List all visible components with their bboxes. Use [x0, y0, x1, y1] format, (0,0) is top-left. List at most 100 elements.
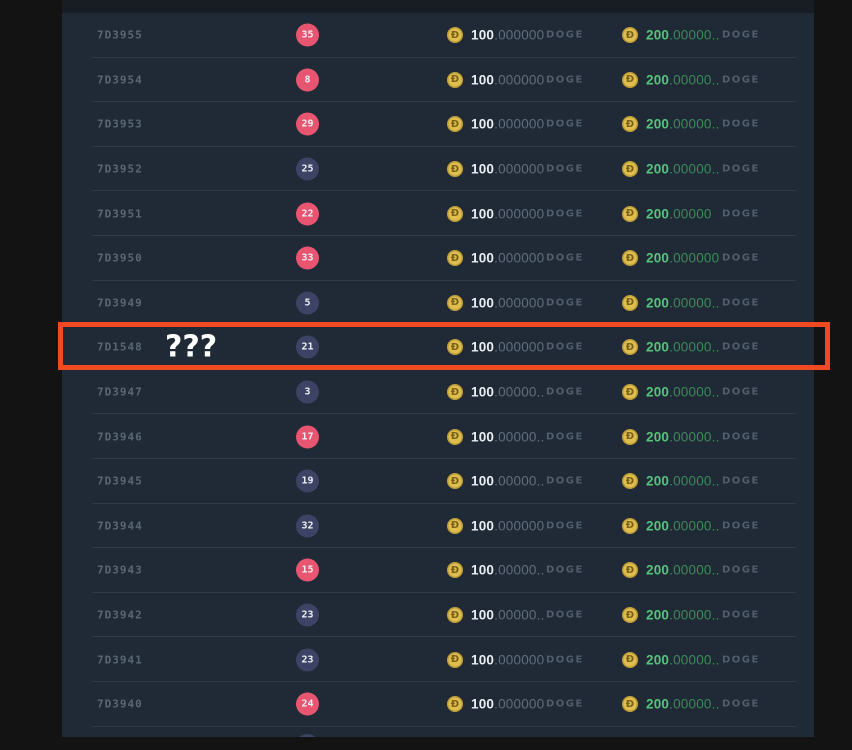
bet-amount-int: 100 — [471, 116, 495, 132]
doge-coin-icon: Ð — [622, 250, 638, 267]
table-row[interactable]: 7D3954 8 Ð 100.000000 DOGE Ð 200.00000..… — [62, 58, 814, 103]
doge-coin-icon: Ð — [622, 339, 638, 356]
doge-coin-icon: Ð — [622, 116, 638, 133]
round-id: 7D3949 — [97, 296, 143, 310]
row-divider — [92, 56, 796, 58]
table-row[interactable]: 7D3949 5 Ð 100.000000 DOGE Ð 200.00000..… — [62, 281, 814, 326]
bet-amount: 100.000000 — [471, 518, 544, 533]
bet-amount: 100.000000 — [471, 117, 544, 132]
table-row[interactable]: 7D3951 22 Ð 100.000000 DOGE Ð 200.00000 … — [62, 191, 814, 236]
payout-currency-label: DOGE — [722, 520, 760, 532]
round-id: 7D3955 — [97, 28, 143, 42]
bet-amount: 100.000000 — [471, 162, 544, 177]
doge-coin-icon: Ð — [447, 250, 463, 267]
table-row[interactable]: 7D3941 23 Ð 100.000000 DOGE Ð 200.00000.… — [62, 637, 814, 682]
payout-amount-int: 200 — [646, 72, 670, 88]
table-row[interactable]: 7D3953 29 Ð 100.000000 DOGE Ð 200.00000.… — [62, 102, 814, 147]
bet-amount-int: 100 — [471, 206, 495, 222]
doge-coin-icon: Ð — [622, 294, 638, 311]
bet-amount: 100.000000 — [471, 28, 544, 43]
bet-amount-dec: .000000 — [494, 161, 545, 177]
round-id: 7D3941 — [97, 653, 143, 667]
table-row[interactable]: 7D3942 23 Ð 100.00000.. DOGE Ð 200.00000… — [62, 593, 814, 638]
bet-amount-dec: .000000 — [494, 27, 545, 43]
bet-amount-int: 100 — [471, 250, 495, 266]
table-row[interactable]: 7D3940 24 Ð 100.000000 DOGE Ð 200.00000.… — [62, 682, 814, 727]
count-badge: 17 — [296, 425, 319, 449]
table-row[interactable]: 7D3944 32 Ð 100.000000 DOGE Ð 200.00000.… — [62, 504, 814, 549]
bet-amount-dec: .000000 — [494, 116, 545, 132]
bet-amount: 100.000000 — [471, 340, 544, 355]
bet-currency-label: DOGE — [546, 609, 584, 621]
round-id: 7D3942 — [97, 608, 143, 622]
doge-coin-icon: Ð — [622, 607, 638, 624]
doge-coin-icon: Ð — [447, 116, 463, 133]
payout-amount-int: 200 — [646, 206, 670, 222]
round-id: 7D3944 — [97, 519, 143, 533]
doge-coin-icon: Ð — [622, 27, 638, 44]
payout-currency-label: DOGE — [722, 252, 760, 264]
bet-amount: 100.000000 — [471, 295, 544, 310]
bet-amount-dec: .000000 — [494, 696, 545, 712]
bet-amount: 100.00000.. — [471, 474, 545, 489]
payout-currency-label: DOGE — [722, 386, 760, 398]
doge-coin-icon: Ð — [622, 473, 638, 490]
doge-coin-icon: Ð — [447, 517, 463, 534]
payout-amount-int: 200 — [646, 652, 670, 668]
bet-currency-label: DOGE — [546, 297, 584, 309]
round-id: 7D3952 — [97, 162, 143, 176]
doge-coin-icon: Ð — [622, 651, 638, 668]
bet-currency-label: DOGE — [546, 74, 584, 86]
bet-amount-dec: .000000 — [494, 339, 545, 355]
row-divider — [92, 680, 796, 682]
table-row[interactable]: 7D3950 33 Ð 100.000000 DOGE Ð 200.000000… — [62, 236, 814, 281]
doge-coin-icon: Ð — [447, 696, 463, 713]
payout-amount-dec: .00000.. — [669, 652, 720, 668]
doge-coin-icon: Ð — [447, 27, 463, 44]
bet-amount-int: 100 — [471, 161, 495, 177]
table-row[interactable]: 7D1548 ??? 21 Ð 100.000000 DOGE Ð 200.00… — [62, 325, 814, 370]
bet-amount-dec: .00000.. — [494, 429, 545, 445]
bet-currency-label: DOGE — [546, 698, 584, 710]
doge-coin-icon: Ð — [447, 607, 463, 624]
payout-amount-int: 200 — [646, 295, 670, 311]
count-badge: 21 — [296, 335, 319, 359]
bet-currency-label: DOGE — [546, 475, 584, 487]
payout-amount-dec: .00000.. — [669, 518, 720, 534]
payout-amount-int: 200 — [646, 696, 670, 712]
payout-amount-dec: .00000.. — [669, 473, 720, 489]
bet-amount-int: 100 — [471, 339, 495, 355]
bet-currency-label: DOGE — [546, 520, 584, 532]
payout-amount-int: 200 — [646, 473, 670, 489]
payout-amount-dec: .00000.. — [669, 161, 720, 177]
bet-amount: 100.000000 — [471, 72, 544, 87]
table-row[interactable]: 7D3943 15 Ð 100.00000.. DOGE Ð 200.00000… — [62, 548, 814, 593]
payout-amount: 200.00000.. — [646, 518, 720, 533]
table-row[interactable]: 7D3952 25 Ð 100.000000 DOGE Ð 200.00000.… — [62, 147, 814, 192]
table-row[interactable]: 7D3955 35 Ð 100.000000 DOGE Ð 200.00000.… — [62, 13, 814, 58]
payout-amount: 200.00000 — [646, 206, 712, 221]
payout-amount: 200.00000.. — [646, 162, 720, 177]
payout-amount: 200.00000.. — [646, 72, 720, 87]
doge-coin-icon: Ð — [447, 473, 463, 490]
payout-currency-label: DOGE — [722, 654, 760, 666]
bet-currency-label: DOGE — [546, 341, 584, 353]
table-row[interactable]: 7D3945 19 Ð 100.00000.. DOGE Ð 200.00000… — [62, 459, 814, 504]
count-badge: 8 — [296, 68, 319, 92]
payout-amount-dec: .000000 — [669, 250, 720, 266]
doge-coin-icon: Ð — [447, 651, 463, 668]
payout-amount-dec: .00000.. — [669, 384, 720, 400]
bet-amount-dec: .00000.. — [494, 607, 545, 623]
row-divider — [92, 457, 796, 459]
payout-amount-dec: .00000.. — [669, 295, 720, 311]
bet-amount-int: 100 — [471, 652, 495, 668]
bet-amount-dec: .00000.. — [494, 473, 545, 489]
count-badge: 33 — [296, 246, 319, 270]
bet-currency-label: DOGE — [546, 431, 584, 443]
payout-amount-dec: .00000.. — [669, 339, 720, 355]
payout-currency-label: DOGE — [722, 475, 760, 487]
table-row[interactable]: 7D3946 17 Ð 100.00000.. DOGE Ð 200.00000… — [62, 414, 814, 459]
table-row[interactable]: 7D3947 3 Ð 100.00000.. DOGE Ð 200.00000.… — [62, 370, 814, 415]
row-divider — [92, 190, 796, 192]
bet-currency-label: DOGE — [546, 163, 584, 175]
